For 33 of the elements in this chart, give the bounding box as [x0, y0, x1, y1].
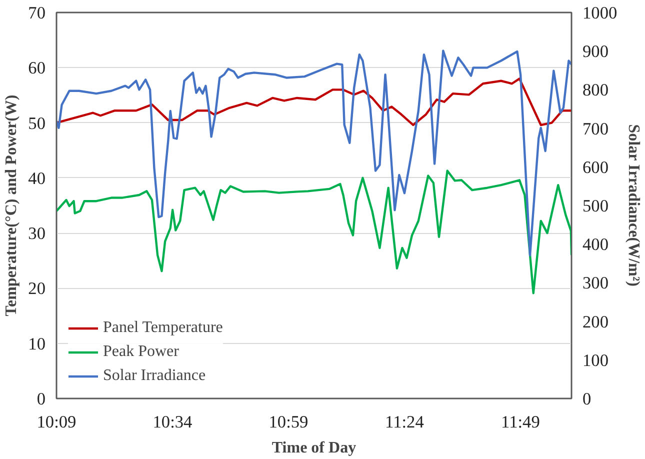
- y2-tick-label: 600: [582, 158, 608, 177]
- x-tick-label: 10:59: [268, 412, 308, 432]
- line-series: [56, 78, 572, 126]
- y2-tick-label: 200: [582, 312, 608, 332]
- y2-tick-label: 900: [582, 42, 608, 62]
- y-tick-label: 10: [28, 334, 46, 354]
- x-tick-label: 11:24: [385, 412, 424, 432]
- y-tick-label: 60: [28, 58, 46, 78]
- y-tick-label: 40: [28, 168, 46, 188]
- legend-label: Solar Irradiance: [103, 367, 206, 385]
- line-series: [56, 50, 572, 256]
- line-series: [56, 170, 572, 294]
- x-tick-label: 10:09: [36, 412, 76, 432]
- y2-tick-label: 0: [582, 390, 592, 408]
- x-tick-label: 10:34: [152, 412, 193, 432]
- x-axis-title: Time of Day: [272, 440, 356, 456]
- y-tick-label: 70: [28, 4, 46, 22]
- y2-tick-label: 500: [582, 196, 608, 216]
- y-tick-label: 50: [28, 114, 46, 133]
- legend-label: Peak Power: [103, 343, 179, 361]
- y2-tick-label: 100: [582, 350, 608, 370]
- y2-tick-label: 400: [582, 235, 608, 254]
- y-tick-label: 0: [36, 390, 46, 408]
- y-tick-label: 30: [28, 224, 46, 244]
- y-tick-label: 20: [28, 279, 46, 298]
- y2-tick-label: 1000: [582, 4, 618, 22]
- x-tick-label: 11:49: [501, 412, 540, 432]
- legend-label: Panel Temperature: [103, 319, 223, 337]
- y2-tick-label: 700: [582, 119, 608, 138]
- y2-tick-label: 300: [582, 274, 608, 293]
- y2-tick-label: 800: [582, 80, 608, 100]
- y-axis-title: Temperature(°C) and Power(W): [3, 94, 20, 316]
- y2-axis-title: Solar Irradiance(W/m²): [625, 124, 642, 286]
